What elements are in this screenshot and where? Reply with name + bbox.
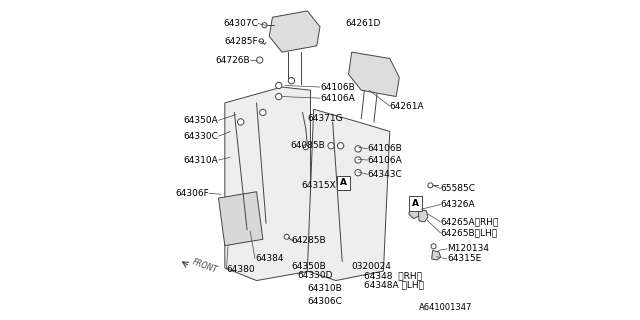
Text: 64285F: 64285F: [225, 36, 258, 45]
Text: 64315X: 64315X: [301, 181, 336, 190]
Text: M120134: M120134: [447, 244, 489, 253]
Text: 64106A: 64106A: [320, 94, 355, 103]
Text: 64106B: 64106B: [320, 83, 355, 92]
Text: 65585C: 65585C: [440, 184, 476, 193]
Text: FRONT: FRONT: [191, 257, 219, 275]
Text: 64285B: 64285B: [291, 236, 326, 245]
Text: 64307C: 64307C: [223, 19, 258, 28]
Text: 64326A: 64326A: [440, 200, 475, 209]
Text: 64306C: 64306C: [307, 297, 342, 306]
Polygon shape: [409, 201, 422, 219]
Text: 64310B: 64310B: [307, 284, 342, 293]
Text: 0320024: 0320024: [352, 262, 392, 271]
Polygon shape: [269, 11, 320, 52]
Polygon shape: [349, 52, 399, 97]
Circle shape: [355, 157, 361, 163]
Circle shape: [355, 146, 361, 152]
Circle shape: [262, 23, 267, 28]
Circle shape: [259, 39, 264, 43]
Text: A: A: [340, 178, 348, 187]
Text: 64350A: 64350A: [184, 116, 218, 125]
Polygon shape: [431, 251, 440, 260]
Circle shape: [284, 234, 289, 239]
Circle shape: [257, 57, 263, 63]
Circle shape: [303, 145, 308, 150]
Text: 64348A 〈LH〉: 64348A 〈LH〉: [364, 281, 424, 290]
Circle shape: [428, 183, 433, 188]
Text: 64315E: 64315E: [447, 254, 481, 263]
Text: 64380: 64380: [227, 265, 255, 274]
Text: 64330D: 64330D: [298, 271, 333, 280]
Circle shape: [237, 119, 244, 125]
Circle shape: [288, 77, 294, 84]
Circle shape: [276, 82, 282, 89]
Text: 64350B: 64350B: [291, 262, 326, 271]
Circle shape: [276, 93, 282, 100]
Text: 64348  〈RH〉: 64348 〈RH〉: [364, 271, 422, 280]
Text: 64330C: 64330C: [184, 132, 218, 141]
Text: 64384: 64384: [255, 254, 284, 263]
Polygon shape: [225, 87, 310, 281]
Text: 64106A: 64106A: [367, 156, 403, 164]
Text: 64106B: 64106B: [367, 144, 403, 153]
Text: 64265B〈LH〉: 64265B〈LH〉: [440, 228, 498, 237]
Polygon shape: [218, 192, 263, 246]
Text: 64085B: 64085B: [290, 141, 324, 150]
Circle shape: [260, 109, 266, 116]
Text: 64261D: 64261D: [346, 19, 381, 28]
Circle shape: [431, 244, 436, 249]
Text: A: A: [412, 199, 419, 208]
FancyBboxPatch shape: [408, 196, 422, 211]
Text: A641001347: A641001347: [419, 303, 472, 312]
Text: 64371G: 64371G: [307, 114, 343, 123]
Text: 64261A: 64261A: [390, 101, 424, 111]
Text: 64265A〈RH〉: 64265A〈RH〉: [440, 217, 499, 226]
Circle shape: [328, 142, 334, 149]
Text: 64310A: 64310A: [184, 156, 218, 164]
Circle shape: [355, 170, 361, 176]
Text: 64306F: 64306F: [175, 189, 209, 198]
Polygon shape: [419, 209, 428, 222]
Text: 64726B: 64726B: [216, 56, 250, 65]
FancyBboxPatch shape: [337, 176, 351, 190]
Polygon shape: [307, 109, 390, 281]
Circle shape: [337, 142, 344, 149]
Text: 64343C: 64343C: [367, 170, 403, 179]
